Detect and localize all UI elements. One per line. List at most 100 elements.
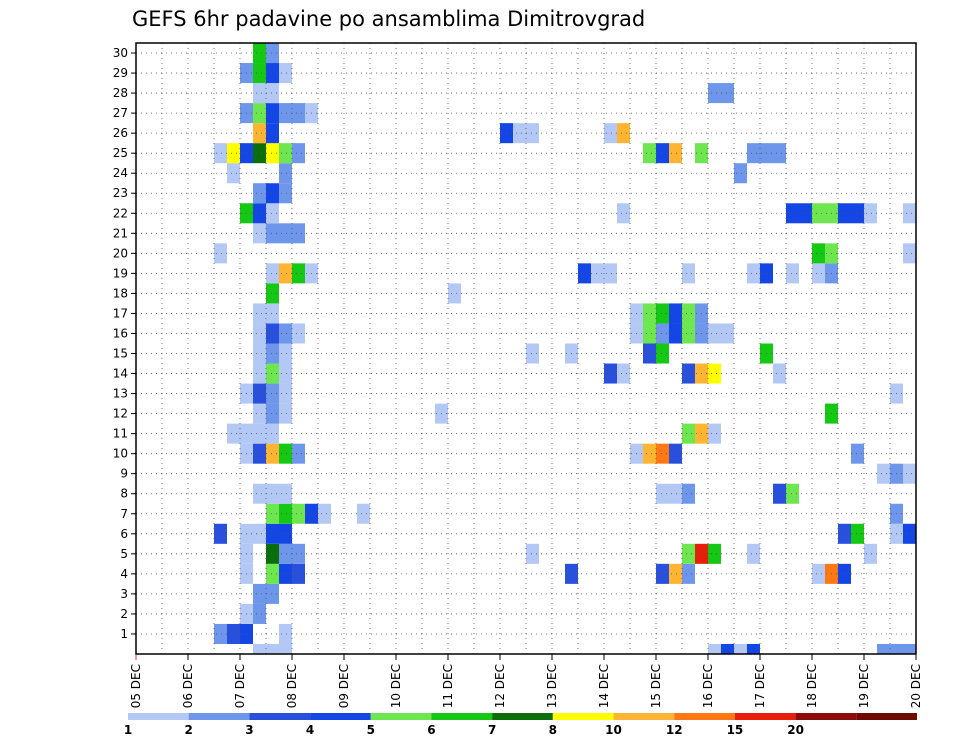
precip-cell (643, 443, 656, 464)
precip-cell (266, 323, 279, 344)
precip-cell (877, 643, 890, 654)
plot-frame (135, 42, 917, 655)
precip-cell (591, 263, 604, 284)
precip-cell (734, 163, 747, 184)
x-axis-ticks: 05 DEC 06 DEC 07 DEC 08 DEC 09 DEC 10 DEC 11 D… (129, 654, 923, 708)
precip-cell (903, 463, 916, 484)
colorbar-label: 15 (727, 723, 744, 737)
precip-cell (279, 343, 292, 364)
precip-cell (773, 483, 786, 504)
precip-cell (643, 303, 656, 324)
y-tick-label: 27 (113, 106, 128, 120)
x-tick-label: 12 DEC (493, 664, 507, 708)
precip-cell (227, 163, 240, 184)
precip-cell (266, 303, 279, 324)
precip-cell (292, 563, 305, 584)
precip-cell (604, 363, 617, 384)
precip-cell (604, 263, 617, 284)
colorbar-label: 4 (306, 723, 314, 737)
precip-cell (643, 323, 656, 344)
precip-cell (214, 523, 227, 544)
precip-cell (656, 303, 669, 324)
colorbar-swatch (310, 713, 371, 720)
precip-cell (708, 543, 721, 564)
precip-cell (708, 643, 721, 654)
precip-cell (279, 263, 292, 284)
y-tick-label: 16 (113, 326, 128, 340)
precip-cell (643, 143, 656, 164)
precip-cell (279, 523, 292, 544)
precip-cell (812, 263, 825, 284)
precip-cell (526, 123, 539, 144)
precip-cell (747, 643, 760, 654)
precip-cell (903, 643, 916, 654)
colorbar-swatch (856, 713, 917, 720)
precip-cell (903, 203, 916, 224)
y-tick-label: 22 (113, 206, 128, 220)
precip-cell (292, 103, 305, 124)
precip-cell (747, 543, 760, 564)
colorbar-swatch (370, 713, 432, 720)
colorbar-label: 8 (549, 723, 557, 737)
precip-cell (266, 503, 279, 524)
precip-cell (812, 203, 825, 224)
precip-cell (292, 443, 305, 464)
precip-cell (253, 43, 266, 64)
precip-cell (266, 543, 279, 564)
colorbar-label: 2 (185, 723, 193, 737)
precip-cell (890, 643, 903, 654)
y-tick-label: 2 (120, 607, 128, 621)
precip-cell (656, 143, 669, 164)
precip-cell (266, 83, 279, 104)
precip-cell (266, 363, 279, 384)
precip-cell (266, 103, 279, 124)
y-tick-label: 11 (113, 427, 128, 441)
precip-cell (227, 143, 240, 164)
precip-cell (214, 623, 227, 644)
precip-cell (253, 63, 266, 84)
precip-cell (253, 583, 266, 604)
x-tick-label: 18 DEC (805, 664, 819, 708)
colorbar-swatch (674, 713, 735, 720)
precip-cell (266, 63, 279, 84)
precip-cell (838, 523, 851, 544)
precip-cell (682, 263, 695, 284)
colorbar-swatch (431, 713, 493, 720)
precip-cell (656, 343, 669, 364)
precip-cell (279, 163, 292, 184)
precip-cell (786, 263, 799, 284)
y-tick-label: 26 (113, 126, 128, 140)
precip-cell (669, 323, 682, 344)
y-tick-label: 8 (120, 487, 128, 501)
precip-cell (279, 643, 292, 654)
precip-cell (903, 523, 916, 544)
precip-cell (682, 563, 695, 584)
precip-cell (266, 443, 279, 464)
y-tick-label: 5 (120, 547, 128, 561)
precip-cell (253, 223, 266, 244)
precip-cell (617, 203, 630, 224)
precip-cell (708, 83, 721, 104)
precip-cell (656, 443, 669, 464)
precip-cell (734, 643, 747, 654)
precip-cell (279, 323, 292, 344)
precip-cell (812, 243, 825, 264)
precip-cell (838, 203, 851, 224)
precip-cell (253, 423, 266, 444)
precip-cell (279, 503, 292, 524)
precip-cell (266, 643, 279, 654)
precip-cell (656, 323, 669, 344)
colorbar-label: 5 (367, 723, 375, 737)
y-tick-label: 1 (120, 627, 128, 641)
y-tick-label: 15 (113, 347, 128, 361)
precip-cell (851, 203, 864, 224)
x-tick-label: 11 DEC (441, 664, 455, 708)
precip-cell (266, 283, 279, 304)
precip-cell (279, 183, 292, 204)
precip-cell (253, 183, 266, 204)
precip-cell (318, 503, 331, 524)
precip-cell (253, 103, 266, 124)
precip-cell (903, 243, 916, 264)
y-tick-label: 7 (120, 507, 128, 521)
y-tick-label: 19 (113, 266, 128, 280)
